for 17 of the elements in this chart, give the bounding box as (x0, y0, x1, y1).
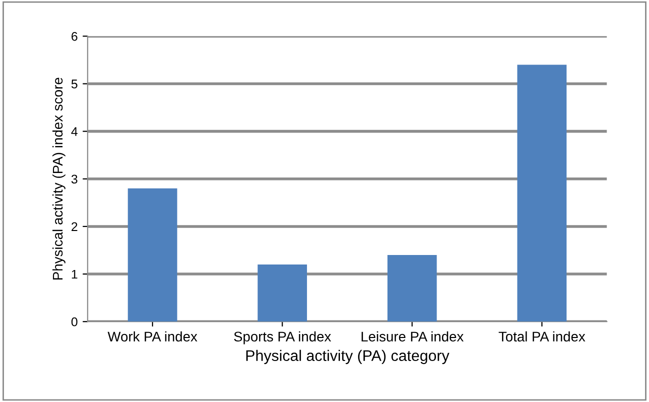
x-tick-label: Work PA index (108, 331, 198, 342)
bar (517, 64, 567, 322)
y-tick-label: 0 (71, 317, 78, 326)
y-tick-label: 2 (72, 222, 78, 231)
y-tick-label: 5 (71, 80, 78, 88)
x-tick-label: Leisure PA index (362, 331, 464, 342)
x-axis-title: Physical activity (PA) category (246, 350, 450, 364)
y-tick-label: 4 (71, 127, 78, 136)
x-tick-label: Total PA index (498, 331, 586, 342)
y-tick-label: 1 (72, 270, 78, 279)
y-tick-label: 6 (72, 32, 78, 41)
bar (258, 264, 307, 322)
bar (128, 188, 178, 322)
x-tick-label: Sports PA index (234, 331, 332, 344)
y-tick-label: 3 (71, 174, 78, 184)
bar (387, 255, 437, 322)
y-axis-title: Physical activity (PA) index score (52, 78, 66, 280)
